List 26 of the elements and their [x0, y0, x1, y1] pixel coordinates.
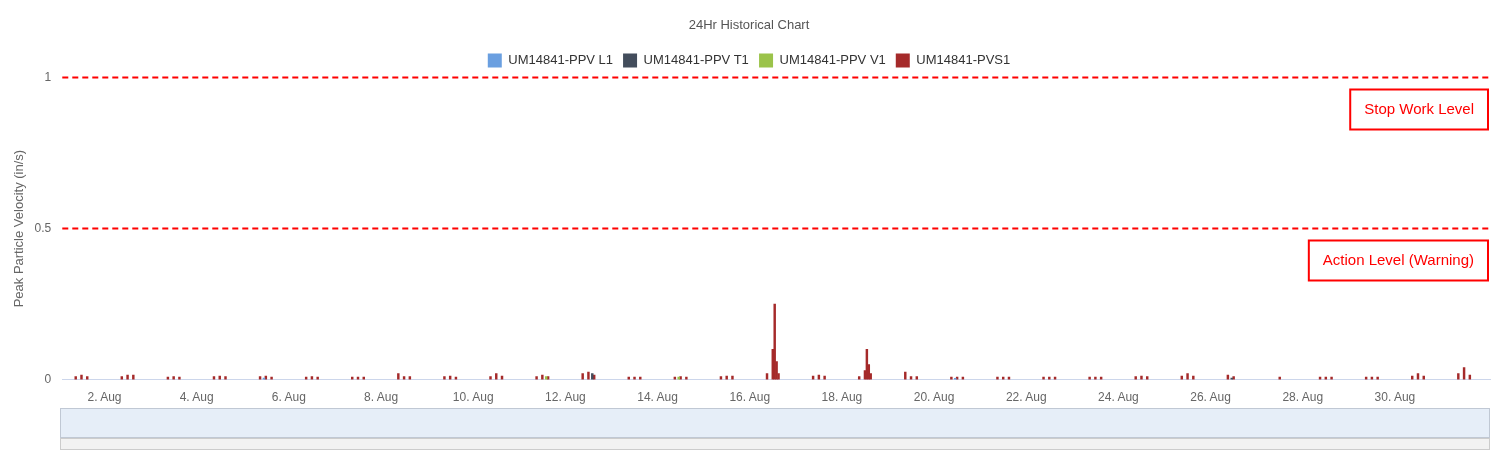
legend-label: UM14841-PVS1 [916, 52, 1011, 68]
ref-line-label: Stop Work Level [1364, 99, 1475, 117]
x-tick-label: 10. Aug [452, 390, 494, 405]
x-tick-label: 30. Aug [1374, 390, 1416, 405]
y-tick-label: 0.5 [34, 220, 52, 235]
x-tick-label: 2. Aug [87, 390, 122, 405]
x-tick-label: 28. Aug [1282, 390, 1324, 405]
x-tick-label: 8. Aug [364, 390, 399, 405]
x-tick-label: 22. Aug [1005, 390, 1047, 405]
y-tick-label: 1 [44, 69, 52, 84]
x-tick-label: 12. Aug [545, 390, 586, 405]
y-tick-label: 0 [44, 371, 52, 386]
x-tick-label: 24. Aug [1098, 390, 1139, 405]
x-tick-label: 16. Aug [729, 390, 771, 405]
x-tick-label: 6. Aug [271, 390, 306, 405]
x-tick-label: 20. Aug [913, 390, 955, 405]
y-axis-title: Peak Particle Velocity (in/s) [11, 149, 27, 308]
ref-line-label: Action Level (Warning) [1322, 250, 1474, 268]
legend-label: UM14841-PPV L1 [508, 52, 614, 68]
chart-title: 24Hr Historical Chart [688, 17, 810, 33]
x-tick-label: 14. Aug [637, 390, 678, 405]
x-tick-label: 18. Aug [821, 390, 863, 405]
x-tick-label: 26. Aug [1190, 390, 1231, 405]
legend-label: UM14841-PPV V1 [779, 52, 886, 68]
legend-label: UM14841-PPV T1 [643, 52, 749, 68]
x-tick-label: 4. Aug [179, 390, 214, 405]
